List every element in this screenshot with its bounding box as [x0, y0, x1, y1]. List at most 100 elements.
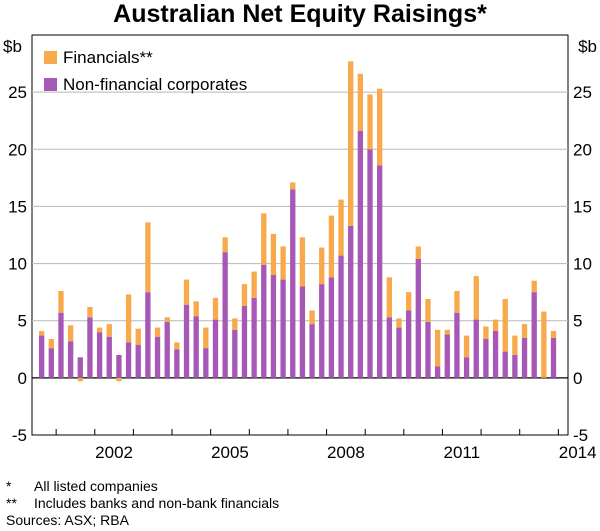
bar-non-financial [154, 336, 161, 378]
bar-financials [58, 291, 64, 313]
bar-financials [193, 301, 199, 317]
x-axis-ticks [55, 429, 559, 435]
bar-non-financial [280, 279, 286, 378]
x-tick-label-2011: 2011 [443, 443, 480, 460]
bar-financials [434, 329, 441, 367]
y-tick-label-left-4: 15 [8, 197, 27, 216]
bar-financials [203, 327, 209, 349]
y-tick-label-right-3: 10 [573, 255, 592, 274]
chart-title: Australian Net Equity Raisings* [113, 0, 487, 28]
bar-financials [67, 325, 74, 342]
x-axis-labels: 2002 2005 2008 2011 2014 [95, 443, 596, 460]
bar-non-financial [183, 304, 190, 378]
y-tick-label-right-5: 20 [573, 140, 592, 159]
bar-non-financial [550, 337, 557, 378]
bar-non-financial [521, 337, 528, 378]
bar-non-financial [473, 319, 479, 378]
bar-non-financial [357, 131, 364, 378]
legend-label-non-financial: Non-financial corporates [63, 75, 247, 94]
x-tick-label-2014: 2014 [559, 443, 597, 460]
bar-non-financial [48, 348, 54, 378]
y-tick-label-left-1: 0 [18, 369, 27, 388]
bar-non-financial [434, 366, 441, 378]
bar-financials [222, 237, 228, 253]
bar-financials [116, 377, 122, 382]
bar-financials [77, 377, 83, 382]
bar-financials [502, 299, 508, 352]
bar-financials [492, 319, 499, 331]
footnote-2-mark: ** [6, 495, 17, 511]
bar-financials [425, 299, 431, 322]
bar-financials [319, 247, 325, 285]
y-tick-label-right-2: 5 [573, 312, 582, 331]
y-tick-label-right-4: 15 [573, 197, 592, 216]
y-tick-label-right-1: 0 [573, 369, 582, 388]
bar-financials [512, 335, 518, 355]
bar-non-financial [512, 355, 518, 378]
bar-financials [290, 182, 296, 190]
bar-financials [367, 94, 373, 150]
bar-non-financial [531, 292, 537, 378]
bar-non-financial [261, 264, 267, 378]
footnote-2: ** Includes banks and non-bank financials [6, 495, 279, 512]
y-unit-left: $b [3, 37, 22, 56]
bar-financials [405, 292, 412, 311]
bar-non-financial [164, 321, 170, 378]
y-tick-label-left-6: 25 [8, 83, 27, 102]
bar-non-financial [106, 336, 112, 378]
bar-financials [48, 339, 54, 349]
bar-non-financial [367, 149, 373, 378]
bar-non-financial [232, 329, 238, 378]
bar-financials [454, 291, 460, 313]
bar-non-financial [77, 357, 83, 378]
bar-non-financial [212, 319, 219, 378]
bar-non-financial [299, 286, 306, 378]
bar-non-financial [193, 316, 199, 378]
bar-non-financial [135, 344, 141, 378]
bar-non-financial [116, 355, 122, 378]
bar-financials [280, 246, 286, 280]
bar-financials [87, 307, 93, 318]
y-axis-labels: -5 -5 0 0 5 5 10 10 15 15 20 20 25 25 [8, 83, 592, 445]
bar-non-financial [270, 275, 277, 378]
x-tick-label-2008: 2008 [327, 443, 365, 460]
bar-financials [377, 88, 383, 166]
bar-non-financial [483, 339, 489, 378]
bar-financials [299, 237, 306, 287]
bar-non-financial [96, 332, 103, 378]
bar-non-financial [348, 225, 354, 378]
legend: Financials** Non-financial corporates [44, 48, 247, 94]
footnote-1: * All listed companies [6, 478, 158, 495]
bar-non-financial [290, 189, 296, 378]
legend-swatch-financials [44, 51, 57, 64]
bar-financials [328, 215, 335, 278]
bar-non-financial [58, 312, 64, 378]
footnote-1-mark: * [6, 478, 12, 494]
bar-financials [357, 73, 364, 131]
bar-financials [251, 271, 257, 298]
bar-non-financial [87, 317, 93, 378]
sources: Sources: ASX; RBA [6, 512, 129, 528]
bar-financials [154, 327, 161, 337]
y-tick-label-right-0: -5 [573, 426, 588, 445]
footnote-1-text: All listed companies [34, 478, 158, 494]
bar-financials [106, 324, 112, 337]
bar-non-financial [125, 342, 132, 378]
bar-non-financial [396, 327, 402, 378]
bar-financials [261, 213, 267, 265]
bar-non-financial [444, 334, 450, 378]
y-tick-label-left-0: -5 [12, 426, 27, 445]
bar-non-financial [39, 335, 45, 378]
bar-financials [39, 331, 45, 336]
bar-financials [232, 318, 238, 330]
bar-financials [415, 246, 421, 259]
equity-raisings-chart: Australian Net Equity Raisings* -5 -5 0 0 5 5… [3, 0, 597, 460]
bar-non-financial [309, 324, 315, 378]
bar-financials [338, 199, 344, 256]
bar-financials [212, 297, 219, 320]
y-tick-label-left-2: 5 [18, 312, 27, 331]
bar-financials [270, 233, 277, 275]
bar-non-financial [502, 351, 508, 378]
bar-non-financial [328, 277, 335, 378]
bar-financials [483, 326, 489, 339]
